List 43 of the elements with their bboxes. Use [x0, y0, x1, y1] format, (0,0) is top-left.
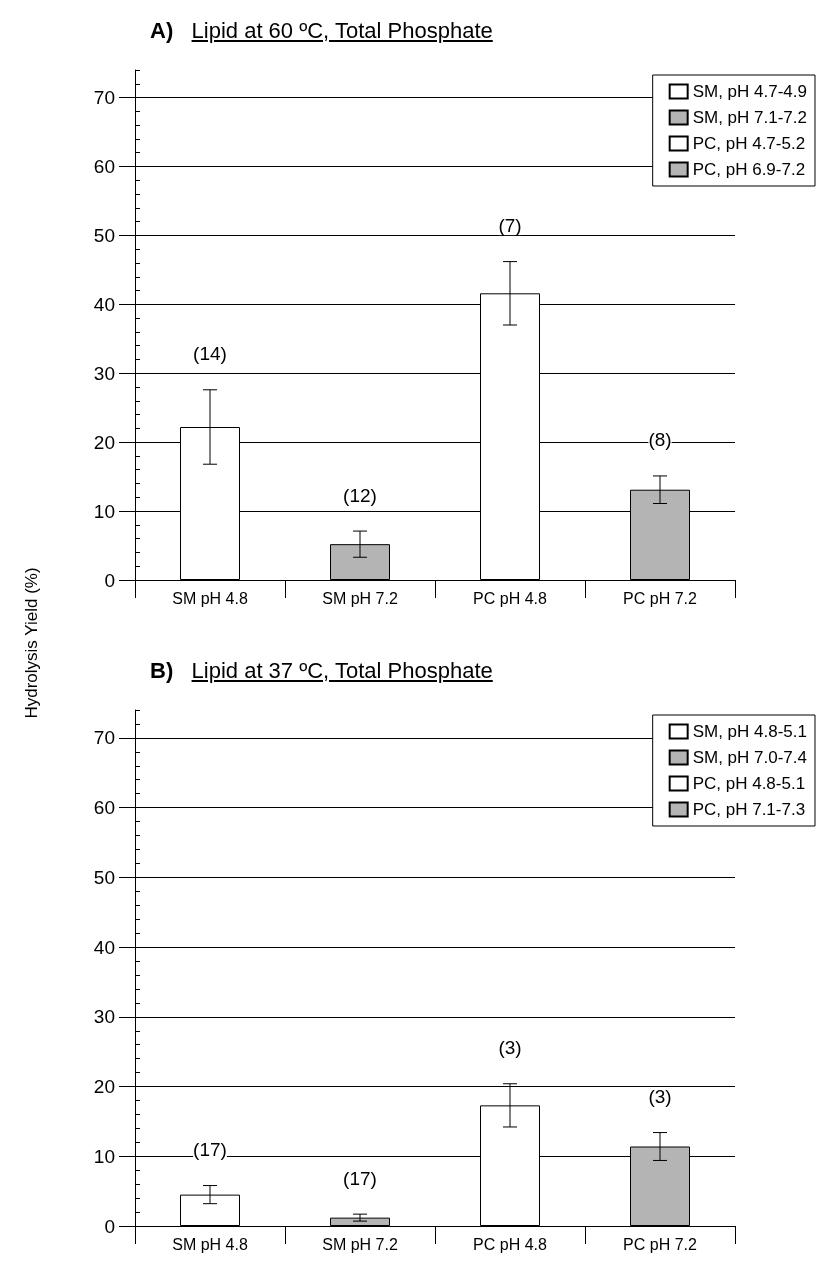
annotation: (17): [343, 1167, 377, 1189]
y-tick-label: 20: [93, 1076, 115, 1098]
y-tick-label: 60: [93, 155, 115, 177]
x-tick-label: SM pH 4.8: [172, 589, 248, 607]
x-tick-label: PC pH 4.8: [473, 1235, 548, 1253]
annotation: (3): [498, 1037, 522, 1059]
legend-label: SM, pH 4.8-5.1: [692, 722, 807, 741]
annotation: (12): [343, 484, 377, 506]
annotation: (3): [648, 1086, 672, 1108]
x-tick-label: PC pH 4.8: [473, 589, 548, 607]
legend-label: SM, pH 4.7-4.9: [692, 82, 807, 101]
annotation: (17): [193, 1139, 227, 1161]
y-tick-label: 30: [93, 1006, 115, 1028]
y-tick-label: 40: [93, 936, 115, 958]
y-tick-label: 60: [93, 797, 115, 819]
x-tick-label: SM pH 7.2: [322, 1235, 398, 1253]
x-tick-label: SM pH 7.2: [322, 589, 398, 607]
y-tick-label: 70: [93, 727, 115, 749]
x-tick-label: SM pH 4.8: [172, 1235, 248, 1253]
legend-label: PC, pH 6.9-7.2: [692, 160, 806, 179]
y-tick-label: 0: [104, 569, 115, 591]
y-tick-label: 10: [93, 1145, 115, 1167]
y-tick-label: 0: [104, 1215, 115, 1237]
chart-title: A) Lipid at 60 ºC, Total Phosphate: [150, 18, 493, 43]
annotation: (8): [648, 429, 672, 451]
y-tick-label: 20: [93, 431, 115, 453]
y-tick-label: 30: [93, 362, 115, 384]
chart-title: B) Lipid at 37 ºC, Total Phosphate: [150, 658, 493, 683]
y-tick-label: 70: [93, 87, 115, 109]
legend-label: PC, pH 4.7-5.2: [692, 134, 806, 153]
legend-label: PC, pH 4.8-5.1: [692, 774, 806, 793]
y-tick-label: 50: [93, 866, 115, 888]
legend-label: SM, pH 7.0-7.4: [692, 748, 807, 767]
y-tick-label: 40: [93, 293, 115, 315]
y-tick-label: 50: [93, 224, 115, 246]
y-axis-title: Hydrolysis Yield (%): [22, 567, 42, 719]
annotation: (14): [193, 343, 227, 365]
x-tick-label: PC pH 7.2: [623, 589, 698, 607]
legend-label: PC, pH 7.1-7.3: [692, 800, 806, 819]
legend-label: SM, pH 7.1-7.2: [692, 108, 807, 127]
y-tick-label: 10: [93, 500, 115, 522]
x-tick-label: PC pH 7.2: [623, 1235, 698, 1253]
annotation: (7): [498, 215, 522, 237]
